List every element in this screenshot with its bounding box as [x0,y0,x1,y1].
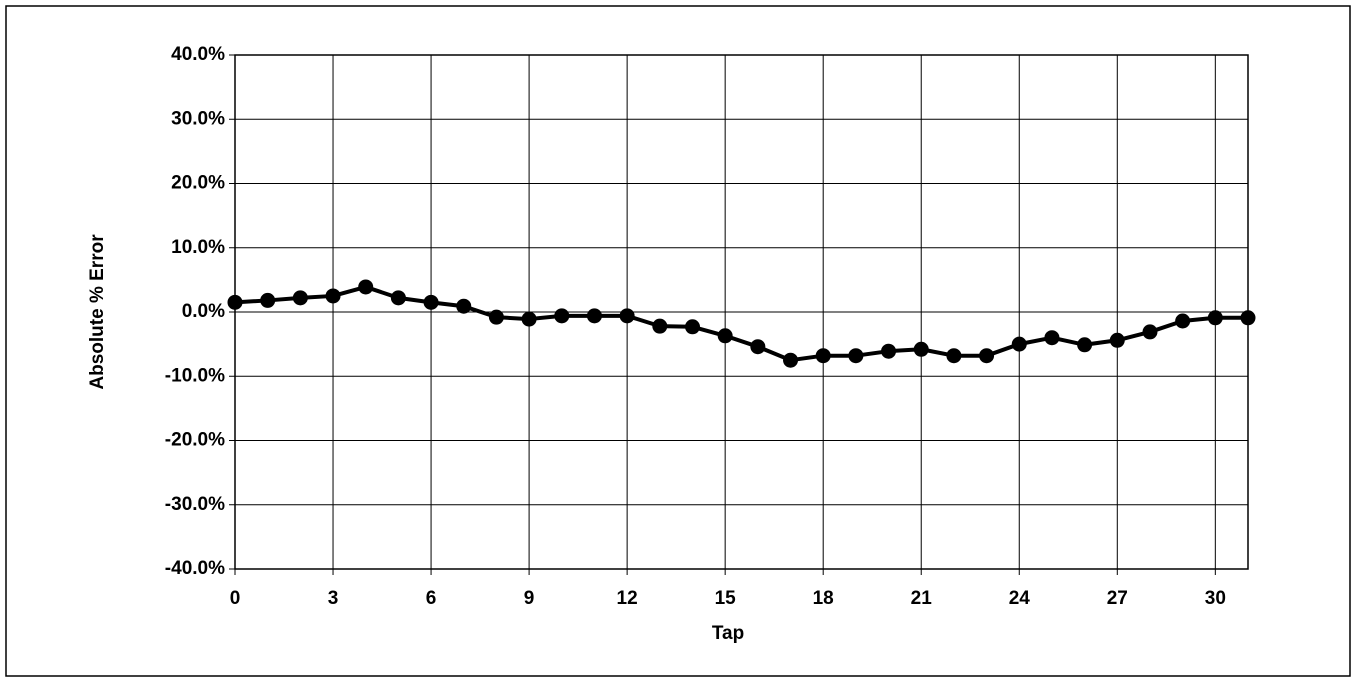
x-tick-label: 30 [1205,588,1226,609]
point [292,290,308,306]
point [1011,336,1027,352]
y-tick-label: 10.0% [171,237,225,258]
point [456,298,472,314]
point [488,309,504,325]
point [1044,330,1060,346]
x-tick-label: 0 [230,588,241,609]
point [1175,313,1191,329]
point [358,279,374,295]
y-tick-label: -40.0% [165,558,225,579]
x-tick-label: 9 [524,588,535,609]
y-tick-label: -10.0% [165,365,225,386]
x-tick-label: 12 [617,588,638,609]
x-tick-label: 6 [426,588,437,609]
y-tick-label: 0.0% [182,301,225,322]
point [390,290,406,306]
point [783,352,799,368]
y-tick-label: 20.0% [171,173,225,194]
frame [5,5,1351,677]
point [1109,332,1125,348]
point [1240,310,1256,326]
x-tick-label: 24 [1009,588,1031,609]
point [652,318,668,334]
point [619,308,635,324]
point [815,348,831,364]
point [717,328,733,344]
point [750,339,766,355]
point [1077,337,1093,353]
point [979,348,995,364]
point [848,348,864,364]
point [325,288,341,304]
point [521,311,537,327]
point [554,308,570,324]
point [946,348,962,364]
point [423,294,439,310]
x-tick-label: 3 [328,588,339,609]
y-tick-label: -20.0% [165,430,225,451]
point [1207,310,1223,326]
point [881,343,897,359]
point [227,294,243,310]
x-tick-label: 27 [1107,588,1128,609]
point [913,341,929,357]
line [234,284,1248,363]
y-tick-label: -30.0% [165,494,225,515]
y-axis-label: Absolute % Error [87,234,108,390]
point [260,292,276,308]
y-tick-label: 30.0% [171,108,225,129]
point [586,308,602,324]
y-tick-label: 40.0% [171,44,225,65]
x-tick-label: 18 [813,588,834,609]
x-axis-label: Tap [712,623,744,644]
x-tick-label: 15 [715,588,737,609]
point [684,319,700,335]
point [1142,324,1158,340]
x-tick-label: 21 [911,588,933,609]
